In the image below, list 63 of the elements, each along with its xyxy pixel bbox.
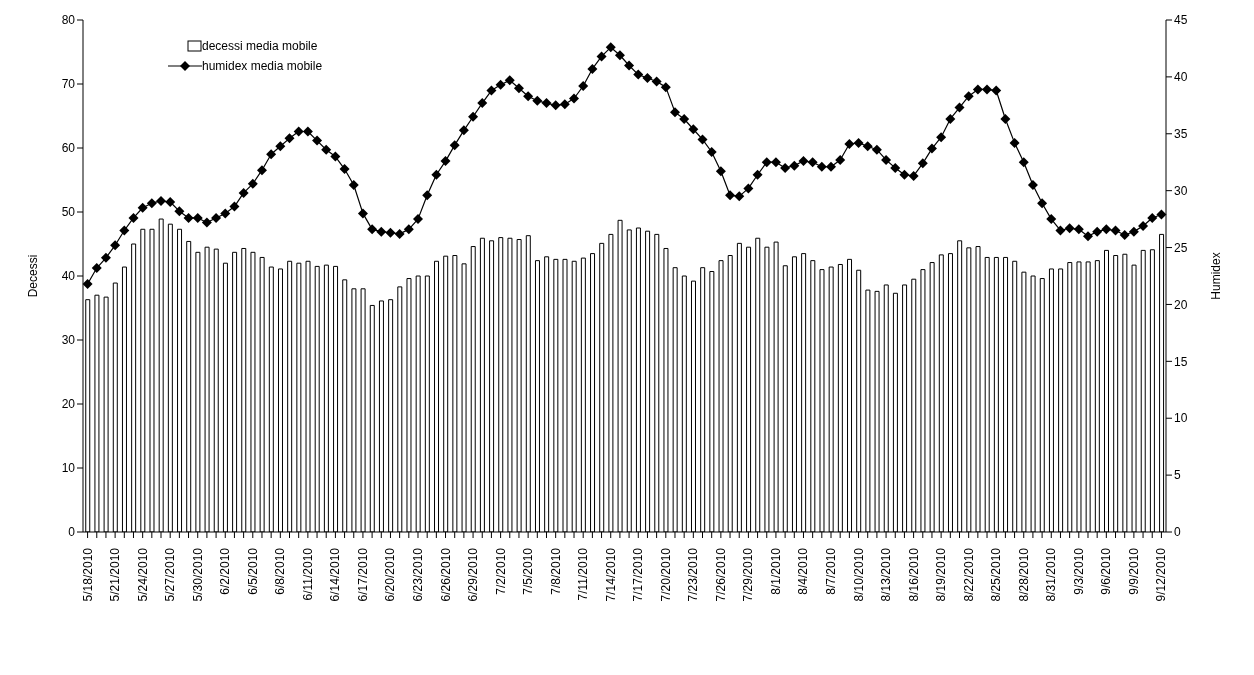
x-tick-label: 6/14/2010: [328, 547, 343, 602]
x-tick-label: 8/13/2010: [879, 547, 894, 602]
x-tick-label: 8/22/2010: [961, 547, 976, 602]
x-tick-label: 9/12/2010: [1154, 547, 1169, 602]
x-tick-label: 8/16/2010: [906, 547, 921, 602]
y2-tick-label: 15: [1174, 354, 1188, 369]
x-tick-label: 8/28/2010: [1016, 547, 1031, 602]
y-tick-label: 10: [61, 461, 76, 476]
x-tick-label: 8/19/2010: [934, 547, 949, 602]
y2-axis-title: Humidex: [1209, 252, 1224, 300]
y-tick-label: 60: [61, 141, 76, 156]
x-tick-label: 5/18/2010: [80, 547, 95, 602]
x-tick-label: 6/2/2010: [218, 547, 233, 595]
x-tick-label: 7/29/2010: [741, 547, 756, 602]
x-tick-label: 7/2/2010: [493, 547, 508, 595]
y2-tick-label: 25: [1174, 240, 1188, 255]
x-tick-label: 7/20/2010: [658, 547, 673, 602]
x-tick-label: 5/30/2010: [190, 547, 205, 602]
y2-tick-label: 0: [1174, 525, 1181, 540]
x-tick-label: 8/1/2010: [768, 547, 783, 595]
x-tick-label: 7/17/2010: [631, 547, 646, 602]
y2-tick-label: 40: [1174, 70, 1188, 85]
x-tick-label: 9/9/2010: [1126, 547, 1141, 595]
y-tick-label: 0: [68, 525, 76, 540]
y2-tick-label: 45: [1174, 13, 1188, 28]
legend-label: humidex media mobile: [202, 58, 323, 75]
y2-tick-label: 20: [1174, 297, 1188, 312]
y2-tick-label: 10: [1174, 411, 1188, 426]
y-tick-label: 40: [61, 269, 76, 284]
y2-tick-label: 35: [1174, 127, 1188, 142]
y-tick-label: 70: [61, 77, 76, 92]
y2-tick-label: 30: [1174, 183, 1188, 198]
x-tick-label: 9/6/2010: [1099, 547, 1114, 595]
x-tick-label: 7/5/2010: [521, 547, 536, 595]
x-tick-label: 8/10/2010: [851, 547, 866, 602]
x-tick-label: 8/25/2010: [989, 547, 1004, 602]
x-tick-label: 7/26/2010: [713, 547, 728, 602]
x-tick-label: 6/8/2010: [273, 547, 288, 595]
y-tick-label: 50: [61, 205, 76, 220]
x-tick-label: 7/8/2010: [548, 547, 563, 595]
x-tick-label: 6/11/2010: [300, 547, 315, 601]
x-tick-label: 5/27/2010: [163, 547, 178, 602]
x-tick-label: 7/23/2010: [686, 547, 701, 602]
y-tick-label: 30: [61, 333, 76, 348]
x-tick-label: 5/24/2010: [135, 547, 150, 602]
x-tick-label: 8/4/2010: [796, 547, 811, 595]
y2-tick-label: 5: [1174, 468, 1181, 483]
x-tick-label: 6/23/2010: [411, 547, 425, 602]
legend-label: decessi media mobile: [202, 38, 318, 55]
x-tick-label: 6/20/2010: [383, 547, 398, 602]
y-tick-label: 20: [61, 397, 76, 412]
x-tick-label: 9/3/2010: [1071, 547, 1086, 595]
y-tick-label: 80: [61, 13, 76, 28]
x-tick-label: 8/31/2010: [1044, 547, 1059, 602]
x-tick-label: 5/21/2010: [108, 547, 123, 602]
y-axis-title: Decessi: [26, 254, 41, 298]
x-tick-label: 6/26/2010: [438, 547, 453, 602]
x-tick-label: 6/17/2010: [355, 547, 370, 602]
x-tick-label: 8/7/2010: [824, 547, 838, 595]
x-tick-label: 6/5/2010: [245, 547, 260, 595]
x-tick-label: 7/11/2010: [576, 547, 591, 601]
x-tick-label: 7/14/2010: [603, 547, 618, 602]
x-tick-label: 6/29/2010: [466, 547, 481, 602]
